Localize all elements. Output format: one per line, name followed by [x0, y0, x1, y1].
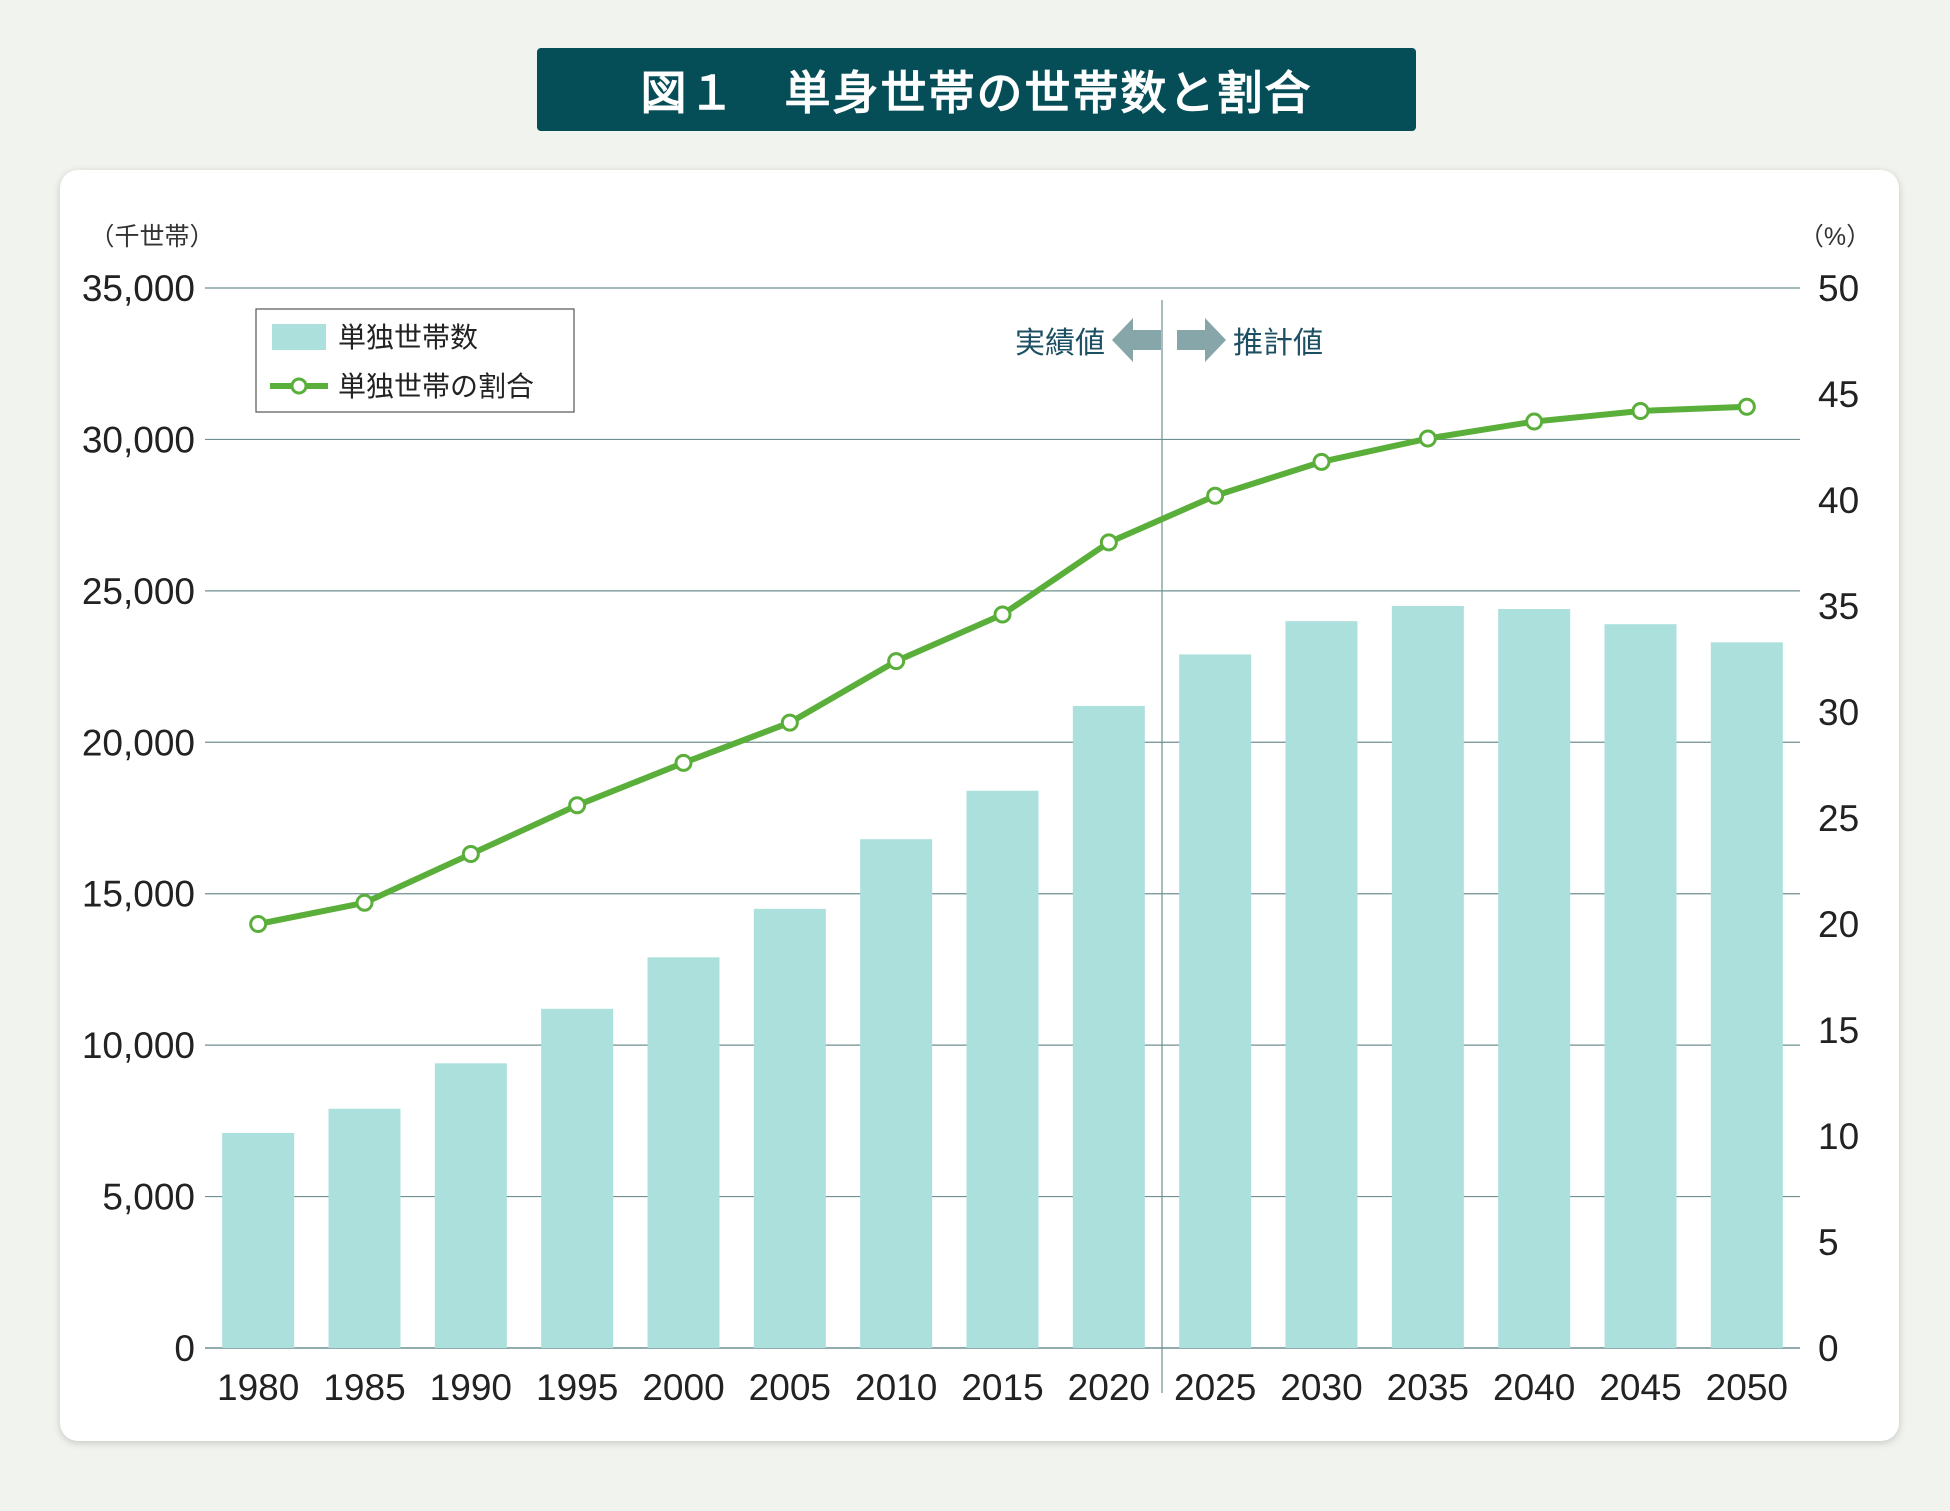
left-tick-label: 25,000	[82, 571, 195, 612]
ratio-point-2005	[780, 713, 799, 732]
arrow-left-icon	[1112, 318, 1161, 362]
bar-2015	[966, 790, 1039, 1348]
legend-bar-label: 単独世帯数	[338, 321, 478, 354]
arrow-right-icon	[1177, 318, 1226, 362]
ratio-point-2020	[1099, 533, 1118, 552]
x-tick-label: 2040	[1493, 1367, 1575, 1408]
x-tick-label: 1980	[217, 1367, 299, 1408]
bar-2040	[1498, 609, 1571, 1348]
bar-2035	[1391, 606, 1464, 1348]
right-tick-label: 0	[1818, 1328, 1839, 1369]
ratio-point-2015	[993, 605, 1012, 624]
x-tick-label: 2005	[749, 1367, 831, 1408]
x-tick-label: 2045	[1599, 1367, 1681, 1408]
right-tick-label: 5	[1818, 1222, 1839, 1263]
bar-2010	[860, 839, 933, 1348]
x-tick-label: 2050	[1706, 1367, 1788, 1408]
x-tick-label: 2030	[1280, 1367, 1362, 1408]
right-tick-label: 25	[1818, 798, 1859, 839]
right-tick-label: 30	[1818, 692, 1859, 733]
ratio-point-1995	[568, 796, 587, 815]
right-tick-label: 45	[1818, 374, 1859, 415]
bar-2020	[1072, 705, 1145, 1348]
right-tick-label: 35	[1818, 586, 1859, 627]
right-tick-label: 50	[1818, 268, 1859, 309]
bar-1990	[434, 1063, 507, 1348]
right-tick-label: 15	[1818, 1010, 1859, 1051]
left-tick-label: 35,000	[82, 268, 195, 309]
x-tick-label: 1990	[430, 1367, 512, 1408]
bar-2050	[1710, 642, 1783, 1348]
legend-box	[255, 308, 575, 413]
x-tick-label: 1985	[323, 1367, 405, 1408]
ratio-point-2040	[1525, 412, 1544, 431]
x-tick-label: 1995	[536, 1367, 618, 1408]
right-axis-unit: （%）	[1799, 223, 1871, 251]
x-tick-label: 2025	[1174, 1367, 1256, 1408]
x-tick-label: 2020	[1068, 1367, 1150, 1408]
legend-line-label: 単独世帯の割合	[338, 370, 534, 403]
actual-label: 実績値	[1015, 326, 1105, 361]
x-tick-label: 2035	[1387, 1367, 1469, 1408]
bar-1980	[222, 1132, 295, 1348]
bar-2030	[1285, 621, 1358, 1348]
x-tick-label: 2015	[961, 1367, 1043, 1408]
ratio-point-2025	[1206, 486, 1225, 505]
left-tick-label: 5,000	[102, 1177, 195, 1218]
ratio-point-2050	[1737, 397, 1756, 416]
ratio-point-1980	[249, 915, 268, 933]
legend-line-marker	[290, 377, 308, 395]
projected-label: 推計値	[1233, 326, 1323, 361]
ratio-point-1990	[461, 845, 480, 864]
left-tick-label: 20,000	[82, 722, 195, 763]
bar-2000	[647, 957, 720, 1348]
bar-2025	[1179, 654, 1252, 1348]
right-tick-label: 20	[1818, 904, 1859, 945]
bar-2005	[753, 908, 826, 1348]
left-tick-label: 15,000	[82, 874, 195, 915]
left-axis-unit: （千世帯）	[89, 223, 214, 251]
bar-2045	[1604, 624, 1677, 1348]
bar-1985	[328, 1108, 401, 1348]
ratio-point-2000	[674, 753, 693, 772]
ratio-point-2010	[887, 652, 906, 671]
chart-title: 図１ 単身世帯の世帯数と割合	[537, 48, 1416, 131]
x-tick-label: 2010	[855, 1367, 937, 1408]
left-tick-label: 30,000	[82, 419, 195, 460]
right-tick-label: 40	[1818, 480, 1859, 521]
left-tick-label: 0	[174, 1328, 195, 1369]
ratio-point-2045	[1631, 401, 1650, 420]
bar-1995	[541, 1008, 614, 1348]
left-tick-label: 10,000	[82, 1025, 195, 1066]
ratio-point-1985	[355, 893, 374, 912]
ratio-point-2030	[1312, 452, 1331, 471]
legend-bar-swatch	[272, 324, 326, 350]
right-tick-label: 10	[1818, 1116, 1859, 1157]
ratio-point-2035	[1418, 429, 1437, 448]
x-tick-label: 2000	[642, 1367, 724, 1408]
